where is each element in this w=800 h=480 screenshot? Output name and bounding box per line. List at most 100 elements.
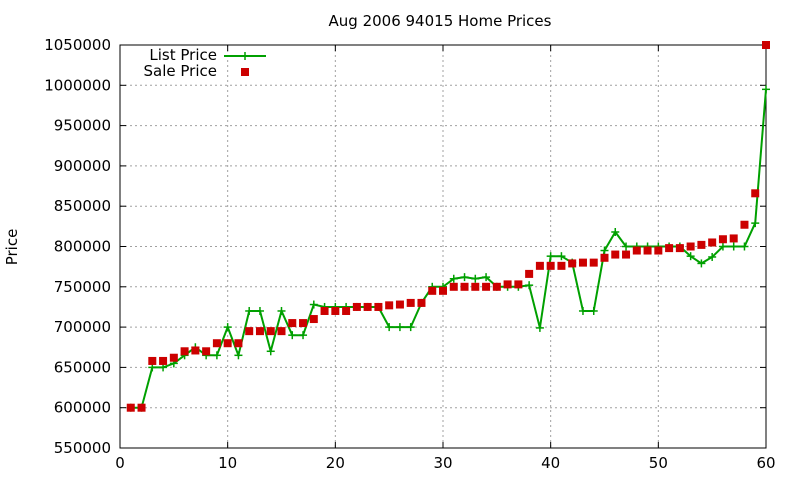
y-tick-label: 1000000: [44, 76, 111, 94]
list-price-point: [460, 273, 469, 282]
sale-price-point: [137, 403, 146, 412]
list-price-point: [277, 306, 286, 315]
sale-price-point: [665, 244, 674, 253]
list-price-point: [266, 347, 275, 356]
sale-price-point: [600, 253, 609, 262]
sale-price-point: [342, 306, 351, 315]
sale-price-point: [428, 286, 437, 295]
list-price-point: [600, 246, 609, 255]
sale-price-point: [729, 234, 738, 243]
legend-plus-marker: [241, 52, 249, 60]
sale-price-point: [148, 356, 157, 365]
legend-label-list-price: List Price: [149, 46, 217, 64]
chart-title: Aug 2006 94015 Home Prices: [329, 12, 552, 30]
sale-price-point: [180, 347, 189, 356]
list-price-point: [697, 259, 706, 268]
sale-price-point: [762, 41, 770, 49]
sale-price-point: [460, 282, 469, 291]
sale-price-point: [697, 240, 706, 249]
sale-price-point: [611, 250, 620, 259]
sale-price-point: [288, 319, 297, 328]
list-price-point: [557, 252, 566, 261]
sale-price-point: [589, 258, 598, 267]
sale-price-point: [568, 259, 577, 268]
sale-price-point: [686, 242, 695, 251]
sale-price-point: [385, 301, 394, 310]
sale-price-point: [309, 315, 318, 324]
sale-price-point: [320, 306, 329, 315]
list-price-point: [686, 252, 695, 261]
list-price-point: [288, 331, 297, 340]
list-price-point: [385, 323, 394, 332]
legend-sample-sale-price: [241, 68, 249, 76]
legend-square-marker: [241, 68, 249, 76]
sale-price-point: [277, 327, 286, 336]
sale-price-point: [374, 302, 383, 311]
list-price-point: [708, 252, 717, 261]
sale-price-point: [708, 238, 717, 247]
y-tick-label: 1050000: [44, 36, 111, 54]
sale-price-point: [126, 403, 135, 412]
list-price-point: [578, 306, 587, 315]
list-price-point: [395, 323, 404, 332]
sale-price-point: [632, 246, 641, 255]
y-tick-label: 700000: [54, 318, 111, 336]
x-tick-label: 10: [218, 454, 237, 472]
y-tick-label: 950000: [54, 117, 111, 135]
legend-sample-list-price: [224, 52, 266, 60]
sale-price-point: [675, 244, 684, 253]
list-price-point: [546, 252, 555, 261]
list-price-point: [482, 273, 491, 282]
sale-price-point: [331, 306, 340, 315]
sale-price-point: [406, 298, 415, 307]
sale-price-point: [159, 356, 168, 365]
sale-price-point: [546, 261, 555, 270]
sale-price-point: [245, 327, 254, 336]
x-tick-label: 60: [756, 454, 775, 472]
y-tick-label: 600000: [54, 399, 111, 417]
x-tick-label: 20: [326, 454, 345, 472]
x-tick-label: 0: [115, 454, 125, 472]
sale-price-point: [751, 189, 760, 198]
list-price-point: [245, 306, 254, 315]
legend-label-sale-price: Sale Price: [144, 62, 217, 80]
sale-price-point: [514, 280, 523, 289]
y-tick-label: 650000: [54, 358, 111, 376]
list-price-point: [471, 274, 480, 283]
list-price-point: [234, 351, 243, 360]
x-tick-label: 30: [433, 454, 452, 472]
y-axis-title: Price: [3, 229, 21, 266]
sale-price-point: [439, 286, 447, 295]
list-price-point: [449, 274, 458, 283]
list-price-point: [309, 300, 318, 309]
sale-price-point: [255, 327, 264, 336]
sale-price-point: [643, 246, 652, 255]
sale-price-point: [482, 282, 491, 291]
series-points: [126, 41, 770, 412]
sale-price-point: [223, 339, 232, 348]
list-price-point: [255, 306, 264, 315]
list-price-point: [535, 323, 544, 332]
sale-price-point: [191, 346, 200, 355]
sale-price-point: [492, 282, 501, 291]
list-price-point: [299, 331, 308, 340]
sale-price-point: [535, 261, 544, 270]
sale-price-point: [654, 246, 663, 255]
list-price-point: [406, 323, 415, 332]
list-price-point: [718, 242, 727, 251]
sale-price-point: [525, 269, 534, 278]
list-price-point: [740, 242, 749, 251]
sale-price-point: [169, 353, 178, 362]
x-tick-label: 40: [541, 454, 560, 472]
sale-price-point: [202, 347, 211, 356]
y-tick-label: 750000: [54, 278, 111, 296]
y-tick-label: 900000: [54, 157, 111, 175]
sale-price-point: [578, 258, 587, 267]
sale-price-point: [234, 339, 243, 348]
y-tick-label: 550000: [54, 439, 111, 457]
y-tick-label: 850000: [54, 197, 111, 215]
list-price-point: [751, 219, 760, 228]
axis-ticks: 550000 600000 650000 700000 750000 800000 8500…: [44, 36, 775, 472]
sale-price-point: [363, 302, 372, 311]
